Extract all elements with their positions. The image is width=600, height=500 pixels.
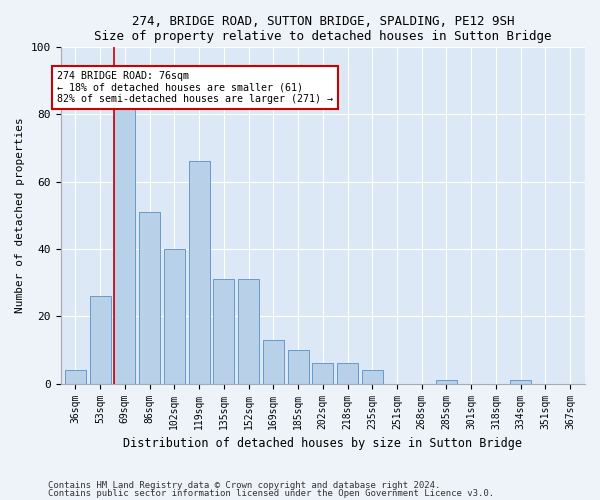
- Text: 274 BRIDGE ROAD: 76sqm
← 18% of detached houses are smaller (61)
82% of semi-det: 274 BRIDGE ROAD: 76sqm ← 18% of detached…: [58, 70, 334, 104]
- Text: Contains public sector information licensed under the Open Government Licence v3: Contains public sector information licen…: [48, 489, 494, 498]
- X-axis label: Distribution of detached houses by size in Sutton Bridge: Distribution of detached houses by size …: [123, 437, 522, 450]
- Bar: [337, 364, 358, 384]
- Bar: [312, 364, 333, 384]
- Text: Contains HM Land Registry data © Crown copyright and database right 2024.: Contains HM Land Registry data © Crown c…: [48, 480, 440, 490]
- Bar: [362, 370, 383, 384]
- Bar: [510, 380, 531, 384]
- Bar: [89, 296, 110, 384]
- Bar: [213, 280, 235, 384]
- Bar: [188, 162, 209, 384]
- Y-axis label: Number of detached properties: Number of detached properties: [15, 118, 25, 313]
- Bar: [139, 212, 160, 384]
- Bar: [65, 370, 86, 384]
- Bar: [263, 340, 284, 384]
- Bar: [436, 380, 457, 384]
- Title: 274, BRIDGE ROAD, SUTTON BRIDGE, SPALDING, PE12 9SH
Size of property relative to: 274, BRIDGE ROAD, SUTTON BRIDGE, SPALDIN…: [94, 15, 551, 43]
- Bar: [115, 101, 136, 384]
- Bar: [287, 350, 308, 384]
- Bar: [238, 280, 259, 384]
- Bar: [164, 249, 185, 384]
